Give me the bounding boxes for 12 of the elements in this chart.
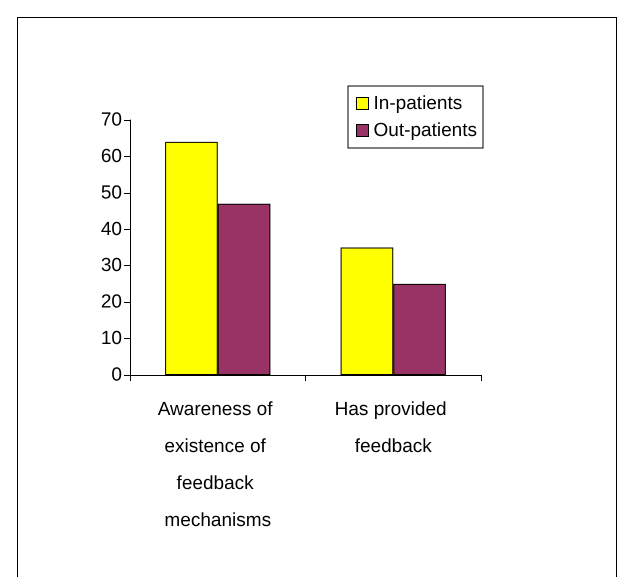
y-tick-label: 20 [100, 292, 122, 313]
y-tick-label: 0 [111, 364, 122, 386]
y-tick-label: 60 [100, 146, 122, 167]
y-tick-label: 70 [100, 110, 122, 130]
legend-label: In-patients [374, 93, 462, 114]
legend-label: Out-patients [374, 120, 477, 141]
y-tick-label: 50 [100, 182, 122, 204]
x-tick-label: Has provided feedback [334, 399, 452, 457]
x-tick-label: Awareness of existence of feedback mechanisms [158, 399, 278, 531]
y-tick-label: 40 [100, 218, 122, 240]
y-tick-label: 10 [100, 328, 122, 350]
y-tick-label: 30 [100, 255, 122, 276]
